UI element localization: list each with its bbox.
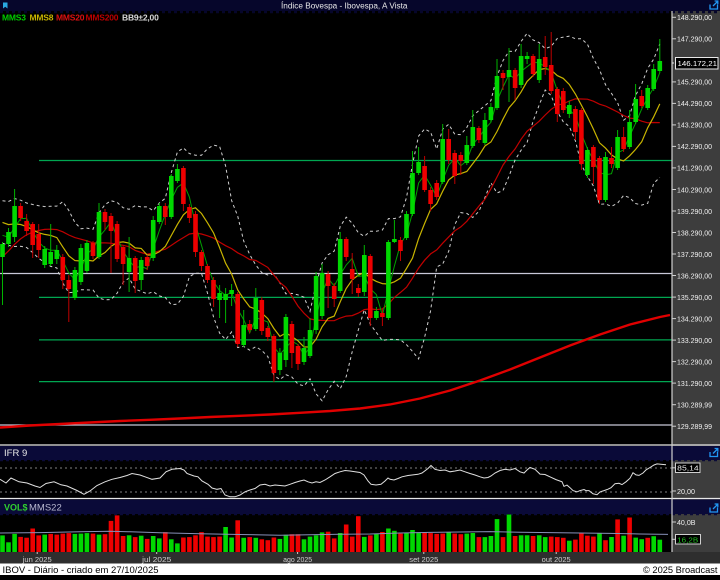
svg-text:40,0B: 40,0B: [677, 518, 696, 527]
svg-text:142.290,00: 142.290,00: [677, 142, 712, 151]
svg-text:IBOV - Diário - criado em 27/1: IBOV - Diário - criado em 27/10/2025: [3, 565, 159, 575]
svg-text:85,14: 85,14: [677, 464, 699, 473]
svg-text:20,00: 20,00: [677, 487, 695, 496]
svg-text:136.290,00: 136.290,00: [677, 271, 712, 280]
svg-text:146.172,21: 146.172,21: [678, 59, 718, 68]
svg-text:MMS22: MMS22: [29, 503, 62, 514]
svg-text:139.290,00: 139.290,00: [677, 207, 712, 216]
svg-text:148.290,00: 148.290,00: [677, 13, 712, 22]
svg-text:132.290,00: 132.290,00: [677, 357, 712, 366]
svg-text:145.290,00: 145.290,00: [677, 78, 712, 87]
svg-text:Índice Bovespa - Ibovespa, A V: Índice Bovespa - Ibovespa, A Vista: [281, 1, 408, 10]
svg-text:138.290,00: 138.290,00: [677, 228, 712, 237]
svg-text:jul 2025: jul 2025: [141, 555, 171, 564]
svg-text:129.289,99: 129.289,99: [677, 422, 712, 431]
svg-text:set 2025: set 2025: [409, 555, 438, 564]
svg-text:ago 2025: ago 2025: [283, 555, 312, 564]
svg-text:143.290,00: 143.290,00: [677, 121, 712, 130]
svg-text:134.290,00: 134.290,00: [677, 314, 712, 323]
svg-text:141.290,00: 141.290,00: [677, 164, 712, 173]
svg-text:© 2025 Broadcast: © 2025 Broadcast: [643, 565, 718, 575]
svg-text:16,2B: 16,2B: [677, 535, 698, 544]
svg-text:130.289,99: 130.289,99: [677, 401, 712, 410]
svg-text:133.290,00: 133.290,00: [677, 336, 712, 345]
svg-text:131.290,00: 131.290,00: [677, 379, 712, 388]
svg-text:out 2025: out 2025: [542, 555, 571, 564]
svg-text:144.290,00: 144.290,00: [677, 99, 712, 108]
svg-text:135.290,00: 135.290,00: [677, 293, 712, 302]
svg-text:140.290,00: 140.290,00: [677, 185, 712, 194]
svg-text:137.290,00: 137.290,00: [677, 250, 712, 259]
svg-text:147.290,00: 147.290,00: [677, 35, 712, 44]
svg-text:VOL$: VOL$: [4, 503, 28, 513]
svg-text:jun 2025: jun 2025: [22, 555, 52, 564]
svg-text:IFR 9: IFR 9: [4, 448, 27, 459]
